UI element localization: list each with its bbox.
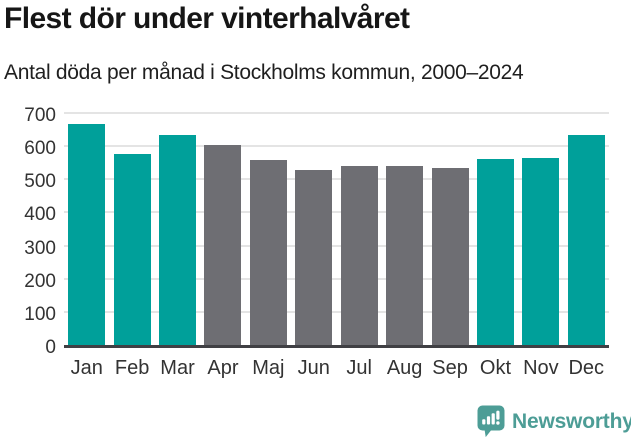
y-axis-tick-label: 600 bbox=[24, 138, 56, 160]
gridline-y100 bbox=[64, 310, 609, 313]
x-axis-tick-label: Aug bbox=[386, 357, 423, 379]
bar-nov bbox=[522, 158, 560, 345]
bar-jul bbox=[340, 166, 378, 345]
newsworthy-logo: Newsworthy bbox=[477, 405, 631, 438]
bar-feb bbox=[113, 154, 151, 345]
bar-mar bbox=[159, 135, 197, 345]
x-axis-tick-label: Apr bbox=[207, 357, 239, 379]
y-axis-tick-label: 700 bbox=[24, 105, 56, 126]
gridline-y200 bbox=[64, 277, 609, 280]
newsworthy-bar-chart-bubble-icon bbox=[477, 405, 505, 438]
gridline-y300 bbox=[64, 244, 609, 247]
bar-jan bbox=[68, 124, 106, 345]
x-axis-tick-label: Okt bbox=[479, 357, 512, 379]
bar-okt bbox=[476, 159, 514, 345]
gridline-y700 bbox=[64, 112, 609, 114]
x-axis-tick-label: Mar bbox=[160, 357, 195, 379]
x-axis-tick-label: Jun bbox=[297, 357, 330, 379]
y-axis-tick-label: 0 bbox=[45, 337, 56, 358]
chart-title: Flest dör under vinterhalvåret bbox=[4, 2, 410, 35]
x-axis-tick-label: Jan bbox=[70, 357, 103, 379]
bar-aug bbox=[386, 166, 424, 345]
y-axis-tick-label: 200 bbox=[24, 270, 56, 292]
gridline-y500 bbox=[64, 178, 609, 181]
x-axis-tick-label: Dec bbox=[568, 357, 605, 379]
bar-sep bbox=[431, 168, 469, 345]
newsworthy-logo-text: Newsworthy bbox=[512, 410, 631, 433]
gridline-y600 bbox=[64, 145, 609, 148]
bar-dec bbox=[567, 135, 605, 345]
x-axis-tick-label: Nov bbox=[523, 357, 559, 379]
y-axis-tick-label: 100 bbox=[24, 303, 56, 325]
bar-maj bbox=[249, 160, 287, 345]
x-axis-tick-label: Jul bbox=[346, 357, 372, 379]
plot-area bbox=[64, 112, 609, 348]
gridline-y400 bbox=[64, 211, 609, 214]
x-axis-tick-label: Sep bbox=[432, 357, 468, 379]
y-axis-tick-label: 400 bbox=[24, 204, 56, 226]
bar-jun bbox=[295, 170, 333, 345]
y-axis-tick-label: 300 bbox=[24, 237, 56, 259]
x-axis-tick-label: Feb bbox=[114, 357, 150, 379]
bar-apr bbox=[204, 145, 242, 345]
chart-subtitle: Antal döda per månad i Stockholms kommun… bbox=[4, 61, 524, 84]
x-axis-tick-label: Maj bbox=[252, 357, 285, 379]
y-axis-tick-label: 500 bbox=[24, 171, 56, 193]
